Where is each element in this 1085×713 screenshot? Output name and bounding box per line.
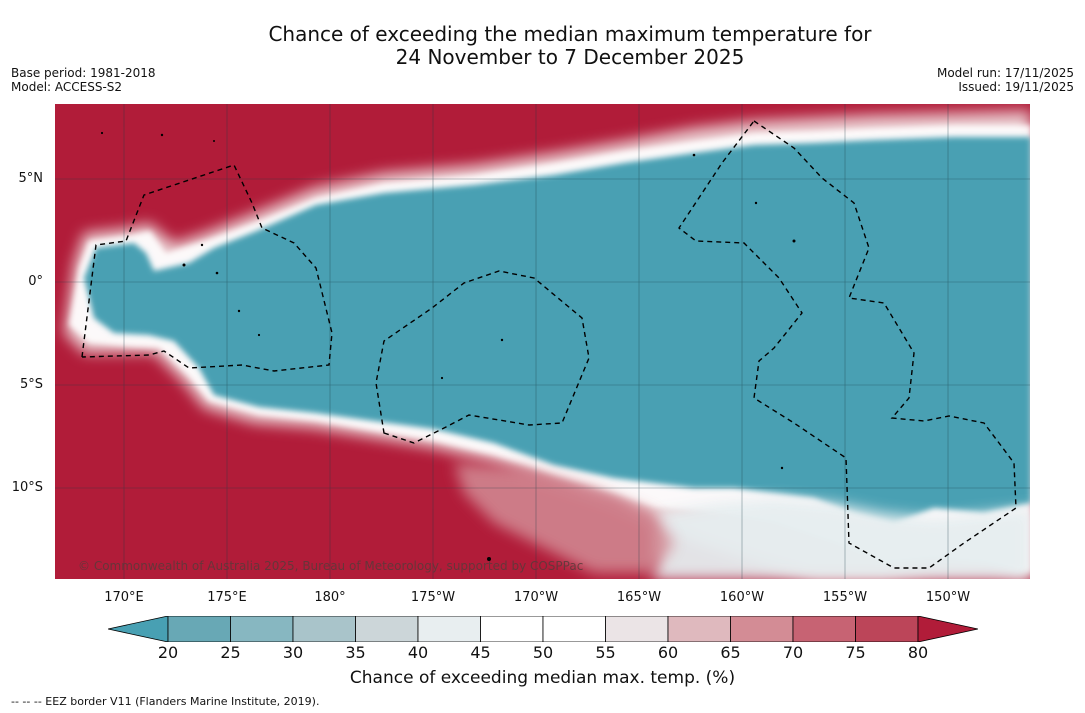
lat-label-5s: 5°S — [19, 377, 43, 392]
colorbar-tick-label: 65 — [720, 643, 741, 662]
meta-right: Model run: 17/11/2025 Issued: 19/11/2025 — [937, 66, 1074, 94]
lon-label-150w: 150°W — [925, 590, 971, 605]
southeast-pink — [454, 463, 674, 573]
southeast-pale — [654, 498, 1031, 580]
colorbar-tick-label: 20 — [157, 643, 179, 662]
lon-label-175w: 175°W — [410, 590, 456, 605]
colorbar-segment — [167, 616, 231, 642]
colorbar-tick-label: 55 — [595, 643, 616, 662]
colorbar-tick-label: 45 — [470, 643, 491, 662]
eez-borders — [81, 120, 1017, 569]
colorbar-tick-label: 40 — [407, 643, 429, 662]
cool-region — [84, 137, 1031, 523]
lat-label-5n: 5°N — [18, 171, 44, 186]
islands — [100, 131, 796, 561]
map-title-line2: 24 November to 7 December 2025 — [395, 45, 745, 69]
lon-label-160w: 160°W — [719, 590, 765, 605]
colorbar-segment — [542, 616, 606, 642]
meta-left: Base period: 1981-2018 Model: ACCESS-S2 — [11, 66, 156, 94]
colorbar-segment — [480, 616, 544, 642]
lat-label-0: 0° — [28, 274, 43, 289]
colorbar-tick-label: 25 — [220, 643, 241, 662]
colorbar-extend-high — [917, 616, 978, 642]
lon-label-175e: 175°E — [207, 590, 247, 605]
colorbar-tick-label: 70 — [782, 643, 804, 662]
lat-label-10s: 10°S — [11, 480, 43, 495]
colorbar-segment — [355, 616, 419, 642]
graticule — [54, 103, 1031, 580]
forecast-map — [54, 103, 1031, 580]
colorbar-segment — [855, 616, 919, 642]
colorbar-extend-low — [108, 616, 169, 642]
colorbar-segment — [230, 616, 294, 642]
eez-kiribati-gilbert — [81, 164, 333, 372]
colorbar-segment — [292, 616, 356, 642]
colorbar-tick-label: 80 — [907, 643, 929, 662]
lon-label-165w: 165°W — [616, 590, 662, 605]
colorbar-tick-label: 75 — [845, 643, 866, 662]
lon-label-170e: 170°E — [104, 590, 144, 605]
lon-label-155w: 155°W — [822, 590, 868, 605]
colorbar-tick-label: 60 — [657, 643, 679, 662]
lon-label-180: 180° — [314, 590, 346, 605]
colorbar-tick-label: 50 — [532, 643, 554, 662]
colorbar-segment — [792, 616, 856, 642]
colorbar-segment — [605, 616, 669, 642]
model-run-label: Model run: 17/11/2025 — [936, 66, 1074, 80]
copyright-notice: © Commonwealth of Australia 2025, Bureau… — [78, 559, 584, 573]
map-title-line1: Chance of exceeding the median maximum t… — [268, 22, 872, 46]
issued-label: Issued: 19/11/2025 — [958, 80, 1074, 94]
model-label: Model: ACCESS-S2 — [11, 80, 123, 94]
colorbar-segment — [417, 616, 481, 642]
colorbar-title: Chance of exceeding median max. temp. (%… — [349, 668, 736, 688]
colorbar-segment — [730, 616, 794, 642]
eez-footnote: -- -- -- EEZ border V11 (Flanders Marine… — [11, 695, 320, 708]
colorbar-tick-label: 35 — [345, 643, 366, 662]
colorbar-tick-label: 30 — [282, 643, 304, 662]
eez-phoenix — [375, 270, 590, 444]
colorbar-segment — [667, 616, 731, 642]
lon-label-170w: 170°W — [513, 590, 559, 605]
colorbar — [108, 616, 978, 642]
base-period-label: Base period: 1981-2018 — [11, 66, 156, 80]
